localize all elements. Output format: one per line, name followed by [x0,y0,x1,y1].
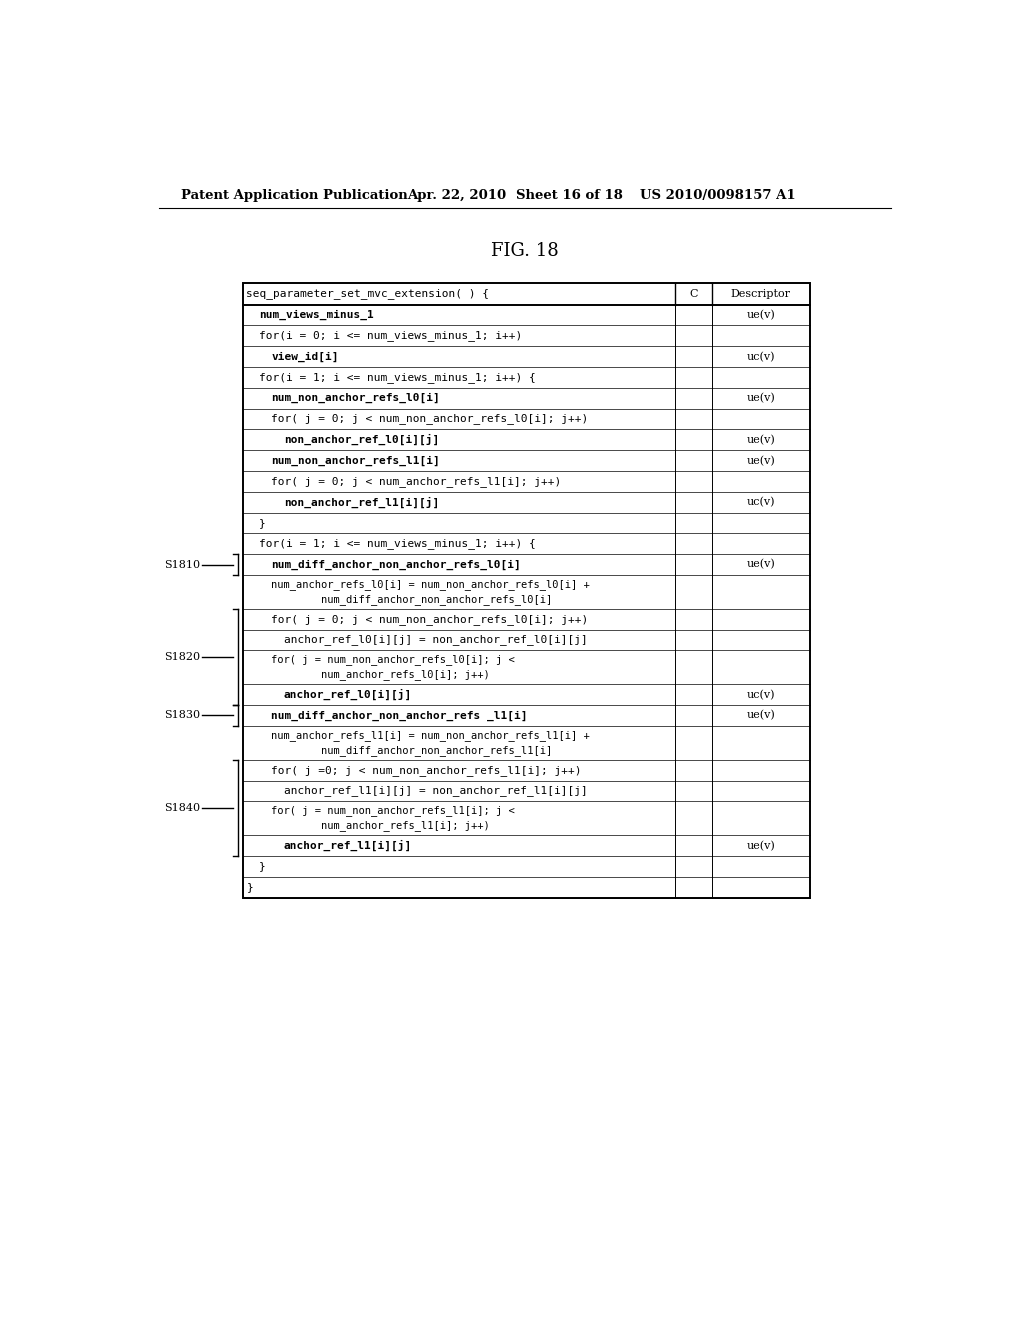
Text: ue(v): ue(v) [746,434,775,445]
Text: S1830: S1830 [164,710,200,721]
Text: non_anchor_ref_l1[i][j]: non_anchor_ref_l1[i][j] [284,496,439,508]
Text: }: } [247,882,253,892]
Text: ue(v): ue(v) [746,310,775,321]
Text: Patent Application Publication: Patent Application Publication [180,189,408,202]
Text: num_anchor_refs_l0[i]; j++): num_anchor_refs_l0[i]; j++) [271,669,490,680]
Text: anchor_ref_l0[i][j]: anchor_ref_l0[i][j] [284,689,412,701]
Text: for( j = num_non_anchor_refs_l0[i]; j <: for( j = num_non_anchor_refs_l0[i]; j < [271,655,515,665]
Text: uc(v): uc(v) [746,351,775,362]
Text: Sheet 16 of 18: Sheet 16 of 18 [515,189,623,202]
Text: C: C [689,289,697,298]
Text: view_id[i]: view_id[i] [271,351,339,362]
Text: uc(v): uc(v) [746,689,775,700]
Text: num_views_minus_1: num_views_minus_1 [259,310,374,321]
Text: ue(v): ue(v) [746,455,775,466]
Text: num_non_anchor_refs_l0[i]: num_non_anchor_refs_l0[i] [271,393,440,404]
Text: ue(v): ue(v) [746,393,775,404]
Text: Descriptor: Descriptor [731,289,791,298]
Text: for( j = 0; j < num_non_anchor_refs_l0[i]; j++): for( j = 0; j < num_non_anchor_refs_l0[i… [271,614,589,624]
Text: }: } [259,862,265,871]
Text: num_diff_anchor_non_anchor_refs_l0[i]: num_diff_anchor_non_anchor_refs_l0[i] [271,594,553,605]
Text: S1840: S1840 [164,803,200,813]
Text: num_anchor_refs_l1[i]; j++): num_anchor_refs_l1[i]; j++) [271,820,490,832]
Text: uc(v): uc(v) [746,498,775,507]
Text: num_anchor_refs_l1[i] = num_non_anchor_refs_l1[i] +: num_anchor_refs_l1[i] = num_non_anchor_r… [271,730,590,741]
Text: for(i = 1; i <= num_views_minus_1; i++) {: for(i = 1; i <= num_views_minus_1; i++) … [259,539,536,549]
Text: S1820: S1820 [164,652,200,661]
Text: num_diff_anchor_non_anchor_refs_l1[i]: num_diff_anchor_non_anchor_refs_l1[i] [271,744,553,755]
Text: for( j =0; j < num_non_anchor_refs_l1[i]; j++): for( j =0; j < num_non_anchor_refs_l1[i]… [271,764,582,776]
Text: seq_parameter_set_mvc_extension( ) {: seq_parameter_set_mvc_extension( ) { [246,289,488,300]
Text: ue(v): ue(v) [746,841,775,851]
Text: for( j = 0; j < num_anchor_refs_l1[i]; j++): for( j = 0; j < num_anchor_refs_l1[i]; j… [271,477,561,487]
Text: for(i = 0; i <= num_views_minus_1; i++): for(i = 0; i <= num_views_minus_1; i++) [259,330,522,342]
Text: US 2010/0098157 A1: US 2010/0098157 A1 [640,189,795,202]
Text: ue(v): ue(v) [746,710,775,721]
Text: anchor_ref_l1[i][j]: anchor_ref_l1[i][j] [284,840,412,851]
Text: anchor_ref_l0[i][j] = non_anchor_ref_l0[i][j]: anchor_ref_l0[i][j] = non_anchor_ref_l0[… [284,635,588,645]
Text: S1810: S1810 [164,560,200,569]
Text: num_diff_anchor_non_anchor_refs_l0[i]: num_diff_anchor_non_anchor_refs_l0[i] [271,560,521,570]
Text: num_anchor_refs_l0[i] = num_non_anchor_refs_l0[i] +: num_anchor_refs_l0[i] = num_non_anchor_r… [271,579,590,590]
Text: }: } [259,517,265,528]
Text: for( j = num_non_anchor_refs_l1[i]; j <: for( j = num_non_anchor_refs_l1[i]; j < [271,805,515,816]
Text: ue(v): ue(v) [746,560,775,570]
Bar [243,284,810,898]
Text: for( j = 0; j < num_non_anchor_refs_l0[i]; j++): for( j = 0; j < num_non_anchor_refs_l0[i… [271,413,589,425]
Text: anchor_ref_l1[i][j] = non_anchor_ref_l1[i][j]: anchor_ref_l1[i][j] = non_anchor_ref_l1[… [284,785,588,796]
Text: num_diff_anchor_non_anchor_refs _l1[i]: num_diff_anchor_non_anchor_refs _l1[i] [271,710,528,721]
Text: for(i = 1; i <= num_views_minus_1; i++) {: for(i = 1; i <= num_views_minus_1; i++) … [259,372,536,383]
Text: non_anchor_ref_l0[i][j]: non_anchor_ref_l0[i][j] [284,434,439,445]
Text: Apr. 22, 2010: Apr. 22, 2010 [407,189,506,202]
Text: FIG. 18: FIG. 18 [490,242,559,260]
Text: num_non_anchor_refs_l1[i]: num_non_anchor_refs_l1[i] [271,455,440,466]
